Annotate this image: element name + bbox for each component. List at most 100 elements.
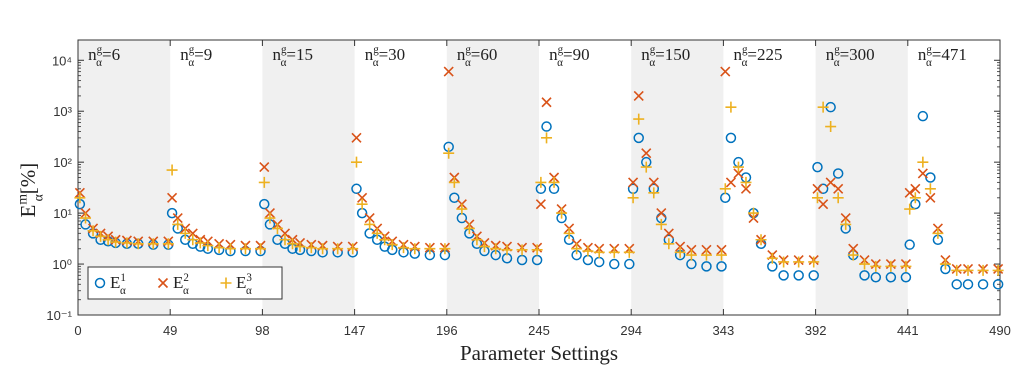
point bbox=[541, 97, 552, 108]
legend-label-part: α bbox=[120, 285, 126, 297]
point bbox=[593, 256, 605, 268]
group-label-part: α bbox=[188, 57, 194, 69]
point bbox=[87, 225, 99, 237]
plot-frame bbox=[77, 39, 1001, 316]
point bbox=[449, 192, 460, 204]
point bbox=[808, 256, 820, 268]
point bbox=[832, 192, 844, 204]
point bbox=[917, 156, 929, 168]
group-label-part: n bbox=[549, 45, 558, 64]
point bbox=[778, 256, 790, 268]
legend-label: E3 α bbox=[236, 272, 252, 297]
group-label-part: g bbox=[189, 44, 195, 56]
point bbox=[258, 176, 270, 188]
point bbox=[371, 227, 383, 239]
legend-label: E1 α bbox=[110, 272, 126, 297]
point bbox=[917, 110, 929, 122]
group-label-part: 300 bbox=[849, 45, 875, 64]
point bbox=[685, 249, 697, 261]
point bbox=[259, 198, 270, 210]
point bbox=[398, 242, 410, 254]
point bbox=[870, 272, 882, 283]
point bbox=[733, 168, 744, 179]
point bbox=[609, 258, 620, 270]
group-label-part: 471 bbox=[941, 45, 967, 64]
point bbox=[535, 199, 546, 210]
y-tick-label: 10⁻¹ bbox=[46, 308, 72, 323]
point bbox=[516, 244, 528, 256]
group-label-part: 225 bbox=[757, 45, 783, 64]
point bbox=[264, 212, 276, 224]
point bbox=[239, 243, 251, 255]
point bbox=[102, 234, 114, 246]
point bbox=[904, 203, 916, 215]
point bbox=[541, 132, 553, 144]
point bbox=[259, 162, 270, 173]
point bbox=[456, 203, 468, 215]
y-axis-label-part: m bbox=[15, 194, 30, 205]
point bbox=[364, 218, 376, 230]
point bbox=[202, 240, 214, 252]
point bbox=[740, 176, 752, 188]
point bbox=[356, 198, 368, 210]
point bbox=[832, 168, 844, 179]
point bbox=[179, 227, 191, 239]
point bbox=[364, 212, 375, 224]
group-label: ng α=150 bbox=[641, 44, 690, 69]
point bbox=[172, 212, 183, 224]
point bbox=[279, 228, 291, 239]
group-label-part: n bbox=[641, 45, 650, 64]
point bbox=[847, 249, 859, 261]
point bbox=[541, 121, 552, 132]
point bbox=[701, 261, 712, 272]
point bbox=[924, 183, 936, 195]
point bbox=[424, 243, 436, 255]
point bbox=[110, 236, 122, 248]
point bbox=[194, 237, 206, 249]
point bbox=[633, 132, 644, 144]
point bbox=[812, 183, 823, 194]
point bbox=[885, 260, 897, 272]
point bbox=[817, 183, 829, 195]
point bbox=[351, 132, 362, 143]
point bbox=[347, 243, 359, 255]
legend-marker bbox=[220, 277, 232, 289]
group-label-part: = bbox=[471, 45, 481, 64]
point bbox=[663, 228, 674, 239]
point bbox=[939, 258, 951, 270]
group-label-part: α bbox=[742, 57, 748, 69]
point bbox=[287, 238, 299, 250]
y-axis-label-part: E bbox=[16, 205, 40, 218]
group-label-part: g bbox=[281, 44, 287, 56]
y-tick-label: 10⁰ bbox=[52, 257, 72, 272]
point bbox=[962, 264, 974, 276]
point bbox=[132, 238, 144, 250]
point bbox=[623, 246, 635, 258]
point bbox=[818, 199, 829, 210]
group-label: ng α=30 bbox=[365, 44, 405, 69]
group-label-part: g bbox=[650, 44, 656, 56]
y-axis-label-part: α bbox=[30, 194, 45, 201]
point bbox=[167, 192, 178, 203]
point bbox=[732, 161, 744, 173]
group-label-part: n bbox=[180, 45, 189, 64]
point bbox=[255, 243, 267, 255]
point bbox=[357, 192, 368, 203]
group-label-part: n bbox=[734, 45, 743, 64]
point bbox=[593, 246, 605, 258]
group-label: ng α=225 bbox=[734, 44, 783, 69]
point bbox=[793, 270, 804, 281]
point bbox=[848, 243, 859, 254]
point bbox=[571, 243, 583, 255]
point bbox=[279, 234, 291, 246]
point bbox=[859, 270, 870, 281]
group-label-part: α bbox=[834, 57, 840, 69]
point bbox=[900, 272, 912, 283]
group-label-part: = bbox=[102, 45, 112, 64]
legend-marker bbox=[94, 277, 106, 289]
point bbox=[840, 218, 852, 230]
point bbox=[648, 187, 660, 199]
point bbox=[213, 242, 225, 254]
point bbox=[80, 212, 92, 224]
